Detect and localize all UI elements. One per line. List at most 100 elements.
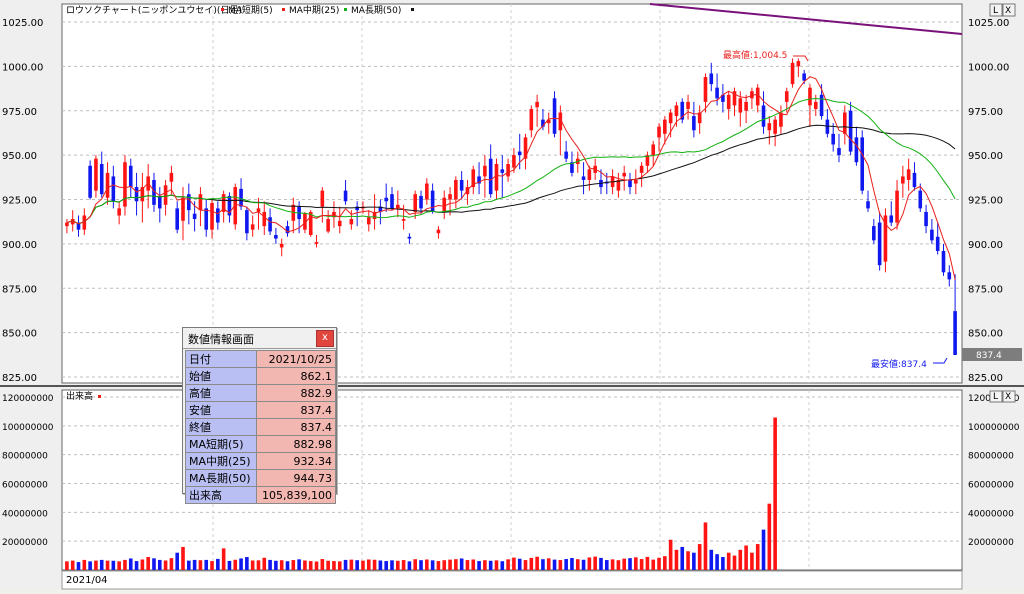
volume-bar	[523, 560, 528, 570]
volume-bar	[157, 559, 162, 570]
candle-body	[529, 108, 534, 131]
candle-body	[274, 235, 278, 239]
volume-bar	[651, 559, 656, 570]
price-tick-label-right: 850.00	[968, 329, 1003, 340]
volume-bar	[378, 560, 383, 570]
candle-body	[384, 197, 388, 202]
volume-bar	[442, 560, 447, 570]
info-value: 862.1	[256, 367, 336, 385]
candle-body	[320, 190, 325, 207]
high-annotation-arrow	[793, 55, 809, 62]
candle-body	[901, 176, 905, 184]
price-tick-label-left: 1000.00	[2, 62, 43, 73]
volume-bar	[425, 559, 429, 570]
candle-body	[889, 215, 894, 223]
candle-body	[767, 123, 772, 131]
candle-body	[187, 194, 191, 211]
volume-bar	[564, 559, 568, 570]
candle-body	[407, 236, 412, 239]
candle-body	[657, 126, 661, 138]
volume-bar	[152, 558, 156, 570]
candle-body	[842, 112, 847, 134]
candle-body	[355, 206, 359, 211]
candle-body	[738, 98, 743, 113]
candle-body	[448, 194, 452, 200]
candle-body	[256, 208, 261, 212]
volume-close-button[interactable]: X	[1002, 390, 1016, 403]
candle-body	[483, 165, 487, 177]
price-tick-label-left: 875.00	[2, 284, 37, 295]
volume-bar	[128, 558, 133, 570]
candle-body	[88, 165, 92, 198]
price-close-button[interactable]: X	[1002, 3, 1016, 17]
low-annotation-arrow	[933, 357, 948, 364]
volume-bar	[355, 560, 359, 570]
info-table: 日付 2021/10/25 始値 862.1 高値 882.9 安値 837.4 終値 837.4…	[184, 350, 336, 504]
volume-tick-label-right: 100000000	[968, 423, 1020, 433]
volume-bar	[320, 559, 325, 570]
candle-body	[169, 172, 174, 182]
volume-bar	[117, 561, 121, 570]
price-tick-label-left: 850.00	[2, 329, 37, 340]
volume-lock-button[interactable]: L	[989, 390, 1003, 403]
candle-body	[163, 185, 168, 205]
info-key: 出来高	[184, 486, 258, 504]
price-tick-label-right: 950.00	[968, 151, 1003, 162]
info-dialog-close-button[interactable]: x	[316, 330, 334, 347]
volume-bar	[361, 560, 365, 570]
candle-body	[210, 203, 214, 230]
candle-body	[692, 116, 696, 131]
volume-bar	[210, 561, 214, 570]
volume-bar	[697, 544, 702, 570]
volume-bar	[70, 560, 75, 570]
last-price-tag: 837.4	[962, 348, 1022, 361]
volume-bar	[285, 561, 290, 570]
candle-body	[918, 190, 923, 209]
volume-bar	[192, 559, 197, 570]
info-row: MA長期(50) 944.73	[184, 469, 336, 487]
candle-body	[221, 194, 226, 212]
volume-bar	[297, 559, 301, 570]
volume-tick-label-left: 100000000	[2, 423, 54, 433]
volume-bar	[326, 560, 330, 570]
candle-body	[680, 101, 685, 120]
info-row: MA中期(25) 932.34	[184, 452, 336, 470]
lock-icon: L	[993, 392, 998, 402]
volume-bar	[245, 557, 249, 570]
info-row: 始値 862.1	[184, 367, 336, 385]
candle-body	[390, 194, 394, 209]
info-key: 終値	[184, 418, 258, 436]
volume-bar	[181, 546, 185, 570]
volume-bar	[668, 539, 673, 570]
volume-bar	[639, 559, 644, 570]
low-annotation: 最安値:837.4	[871, 358, 927, 370]
volume-bar	[546, 558, 551, 570]
candle-body	[500, 169, 505, 173]
info-dialog-title: 数値情報画面	[188, 333, 254, 346]
numeric-info-dialog[interactable]: 数値情報画面 x 日付 2021/10/25 始値 862.1 高値 882.9 安値 837…	[182, 327, 337, 504]
close-icon: X	[1005, 392, 1011, 402]
volume-bar	[587, 557, 592, 570]
price-lock-button[interactable]: L	[989, 3, 1003, 17]
candle-body	[349, 219, 354, 225]
candle-body	[552, 98, 557, 134]
ma-mid-line	[66, 97, 956, 225]
info-key: 始値	[184, 367, 258, 385]
candle-body	[581, 176, 586, 180]
candle-body	[668, 112, 673, 124]
candle-body	[128, 165, 133, 188]
volume-bar	[314, 561, 319, 570]
volume-bar	[535, 556, 539, 570]
candle-body	[883, 215, 888, 262]
volume-tick-label-left: 40000000	[2, 509, 48, 519]
volume-bar	[477, 561, 481, 570]
volume-bar	[541, 559, 545, 570]
volume-bar	[645, 556, 650, 570]
candle-body	[488, 158, 493, 195]
info-dialog-header[interactable]: 数値情報画面 x	[183, 328, 336, 349]
candle-body	[697, 112, 702, 124]
candle-body	[674, 105, 679, 117]
candle-body	[790, 62, 795, 85]
candle-body	[732, 91, 737, 106]
volume-bar	[76, 562, 81, 570]
